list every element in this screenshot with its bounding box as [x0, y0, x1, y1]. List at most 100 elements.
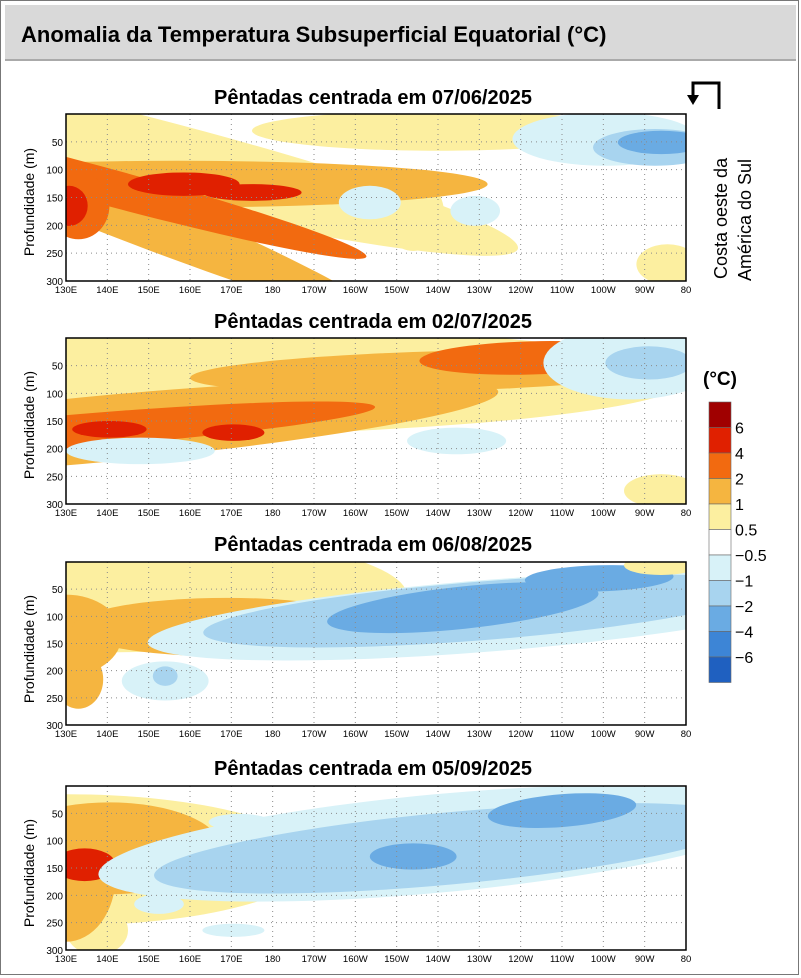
x-tick-label: 110W — [550, 729, 574, 740]
x-tick-label: 180 — [265, 729, 281, 740]
x-tick-label: 110W — [550, 285, 574, 296]
x-tick-label: 150E — [138, 285, 160, 296]
colorbar-label: 1 — [735, 497, 744, 514]
x-tick-label: 120W — [508, 508, 533, 519]
x-tick-label: 130W — [467, 508, 492, 519]
coast-annotation: Costa oeste da América do Sul — [717, 121, 777, 281]
x-tick-label: 110W — [550, 508, 574, 519]
y-tick-label: 100 — [46, 389, 63, 400]
x-tick-label: 80 — [681, 508, 692, 519]
y-tick-label: 150 — [46, 194, 63, 205]
x-tick-label: 160W — [343, 729, 368, 740]
colorbar-segment — [709, 479, 731, 505]
x-tick-label: 90W — [635, 729, 655, 740]
y-tick-label: 150 — [46, 864, 63, 875]
anomaly-contour — [370, 843, 457, 869]
coast-annotation-line2: América do Sul — [735, 159, 756, 281]
x-tick-label: 100W — [591, 508, 616, 519]
colorbar-label: −6 — [735, 650, 753, 667]
y-tick-label: 200 — [46, 221, 63, 232]
x-tick-label: 170W — [302, 508, 327, 519]
x-tick-label: 90W — [635, 954, 655, 965]
colorbar-segment — [709, 402, 731, 428]
x-tick-label: 80 — [681, 729, 692, 740]
x-tick-label: 150W — [384, 729, 409, 740]
y-tick-label: 250 — [46, 472, 63, 483]
y-tick-label: 300 — [46, 500, 63, 511]
anomaly-contour — [209, 814, 271, 830]
x-tick-label: 160E — [179, 954, 201, 965]
x-tick-label: 140W — [426, 954, 451, 965]
x-tick-label: 100W — [591, 729, 616, 740]
y-tick-label: 100 — [46, 612, 63, 623]
anomaly-contour — [450, 196, 500, 226]
x-tick-label: 120W — [508, 285, 533, 296]
anomaly-contour — [72, 421, 146, 438]
x-tick-label: 180 — [265, 285, 281, 296]
colorbar-segment — [709, 530, 731, 556]
colorbar-label: 6 — [735, 421, 744, 438]
y-tick-label: 150 — [46, 640, 63, 651]
anomaly-contour — [66, 438, 215, 465]
y-tick-label: 100 — [46, 166, 63, 177]
y-tick-label: 100 — [46, 837, 63, 848]
x-tick-label: 130W — [467, 954, 492, 965]
anomaly-contour — [636, 244, 698, 284]
colorbar-segment — [709, 555, 731, 581]
x-tick-label: 170E — [220, 729, 242, 740]
x-tick-label: 140E — [96, 285, 118, 296]
anomaly-contour — [153, 666, 178, 686]
y-tick-label: 250 — [46, 249, 63, 260]
anomaly-contour — [624, 555, 698, 575]
y-tick-label: 200 — [46, 445, 63, 456]
colorbar-segment — [709, 657, 731, 683]
legend-unit: (°C) — [703, 369, 737, 391]
x-tick-label: 90W — [635, 285, 655, 296]
anomaly-contour — [134, 894, 184, 914]
x-tick-label: 80 — [681, 285, 692, 296]
x-tick-label: 130W — [467, 285, 492, 296]
anomaly-contour — [202, 184, 301, 201]
y-tick-label: 50 — [52, 585, 64, 596]
colorbar-label: 2 — [735, 472, 744, 489]
x-tick-label: 170E — [220, 508, 242, 519]
y-tick-label: 200 — [46, 891, 63, 902]
x-tick-label: 80 — [681, 954, 692, 965]
colorbar-label: −2 — [735, 599, 753, 616]
x-tick-label: 100W — [591, 954, 616, 965]
x-tick-label: 90W — [635, 508, 655, 519]
x-tick-label: 100W — [591, 285, 616, 296]
x-tick-label: 130W — [467, 729, 492, 740]
x-tick-label: 170W — [302, 285, 327, 296]
anomaly-contour — [51, 186, 88, 226]
x-tick-label: 140W — [426, 508, 451, 519]
x-tick-label: 170W — [302, 729, 327, 740]
y-tick-label: 250 — [46, 694, 63, 705]
y-tick-label: 150 — [46, 417, 63, 428]
x-tick-label: 160W — [343, 508, 368, 519]
colorbar-label: −1 — [735, 574, 753, 591]
anomaly-contour — [202, 424, 264, 441]
x-tick-label: 160E — [179, 508, 201, 519]
x-tick-label: 160W — [343, 285, 368, 296]
x-tick-label: 170E — [220, 285, 242, 296]
y-tick-label: 250 — [46, 919, 63, 930]
x-tick-label: 140W — [426, 729, 451, 740]
colorbar-segment — [709, 581, 731, 607]
anomaly-contour — [618, 131, 705, 154]
y-tick-label: 50 — [52, 138, 64, 149]
x-tick-label: 140E — [96, 508, 118, 519]
x-tick-label: 160W — [343, 954, 368, 965]
x-tick-label: 150W — [384, 954, 409, 965]
x-tick-label: 150E — [138, 954, 160, 965]
x-tick-label: 150W — [384, 508, 409, 519]
anomaly-contour — [407, 428, 506, 455]
colorbar-label: 4 — [735, 446, 744, 463]
colorbar-label: −0.5 — [735, 548, 767, 565]
y-tick-label: 300 — [46, 277, 63, 288]
x-tick-label: 120W — [508, 954, 533, 965]
